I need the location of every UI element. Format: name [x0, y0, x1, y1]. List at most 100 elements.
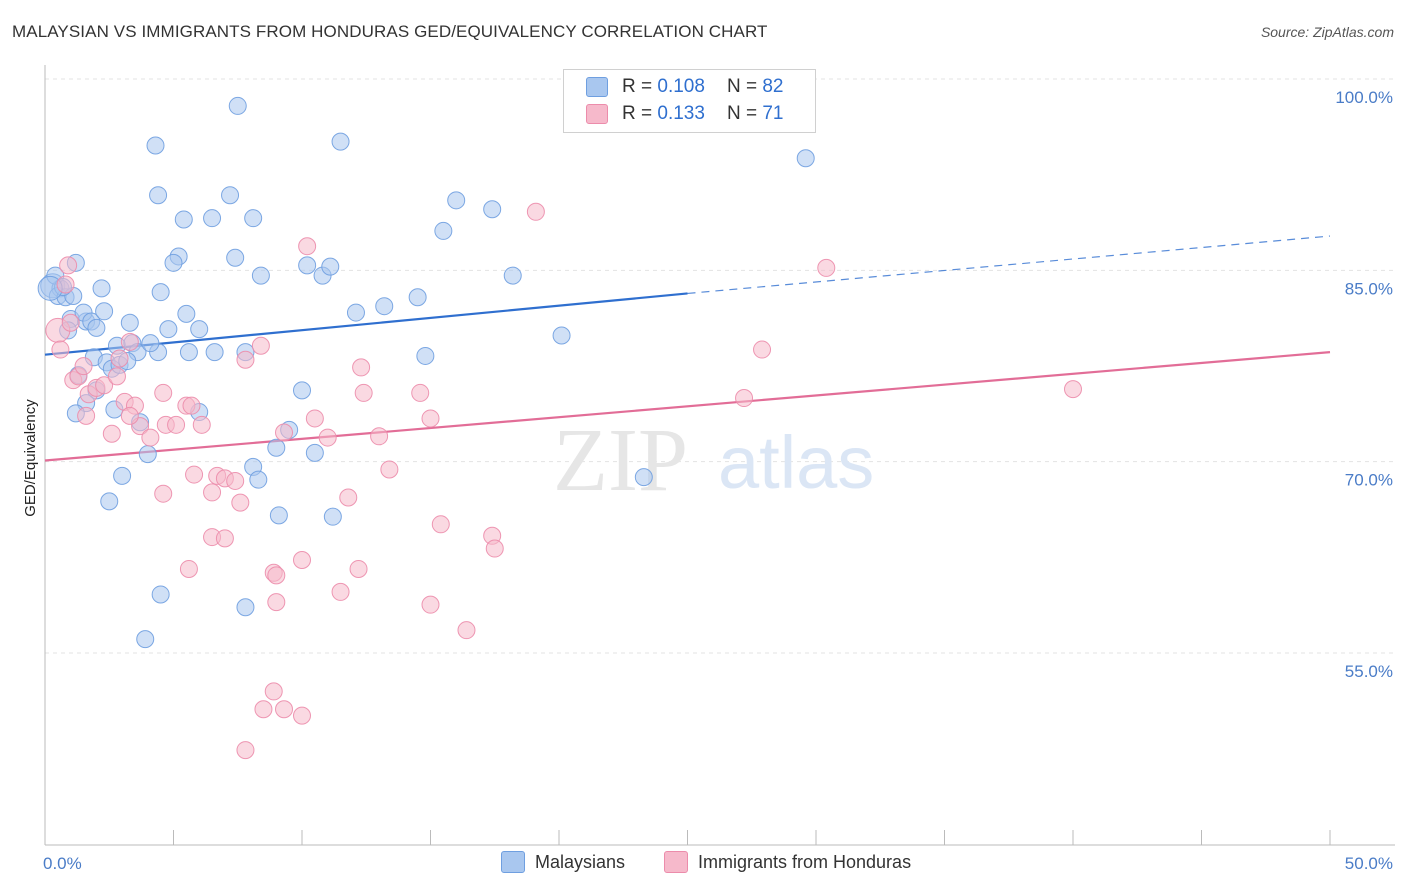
honduras-point [331, 582, 350, 601]
honduras-point [275, 423, 294, 442]
honduras-point [215, 529, 234, 548]
honduras-point [231, 493, 250, 512]
y-axis-label: GED/Equivalency [22, 399, 39, 517]
honduras-point [421, 595, 440, 614]
malaysians-point [408, 288, 427, 307]
malaysians-point [100, 492, 119, 511]
honduras-point [182, 396, 201, 415]
watermark-zip: ZIP [553, 411, 688, 510]
honduras-point [735, 389, 754, 408]
chart-source: Source: ZipAtlas.com [1260, 24, 1394, 40]
malaysians-point [552, 326, 571, 345]
malaysians-point [796, 149, 815, 168]
honduras-point [349, 559, 368, 578]
honduras-point [167, 415, 186, 434]
honduras-point [431, 515, 450, 534]
malaysians-point [375, 297, 394, 316]
honduras-point [110, 349, 129, 368]
honduras-point [120, 406, 139, 425]
honduras-point [318, 428, 337, 447]
honduras-point [526, 202, 545, 221]
malaysians-point [298, 256, 317, 275]
malaysians-point [92, 279, 111, 298]
honduras-point [77, 406, 96, 425]
watermark-atlas: atlas [718, 421, 874, 504]
honduras-point [236, 350, 255, 369]
honduras-point [817, 258, 836, 277]
honduras-point [102, 424, 121, 443]
x-tick-label: 50.0% [1345, 854, 1393, 873]
malaysians-point [249, 470, 268, 489]
n-label: N = [726, 76, 758, 97]
honduras-point [264, 682, 283, 701]
honduras-trend-line [44, 351, 1331, 462]
malaysians-point [226, 248, 245, 267]
legend-swatch-honduras [586, 104, 608, 124]
legend-item-malaysians: Malaysians [501, 851, 625, 873]
malaysians-point [177, 304, 196, 323]
honduras-point [457, 621, 476, 640]
honduras-point [254, 700, 273, 719]
honduras-point [339, 488, 358, 507]
honduras-point [267, 566, 286, 585]
honduras-point [154, 383, 173, 402]
malaysians-point [503, 266, 522, 285]
malaysians-point [120, 313, 139, 332]
malaysians-point [87, 318, 106, 337]
malaysians-point [138, 445, 157, 464]
data-points [37, 96, 1082, 760]
n-label: N = [726, 103, 758, 124]
legend-row-honduras: R = 0.133 N = 71 [586, 102, 783, 126]
honduras-point [192, 415, 211, 434]
legend-swatch-malaysians [586, 77, 608, 97]
malaysians-point [164, 253, 183, 272]
malaysians-point [321, 257, 340, 276]
malaysians-point [95, 302, 114, 321]
y-tick-label: 100.0% [1335, 88, 1393, 107]
malaysians-point [151, 585, 170, 604]
honduras-point [352, 358, 371, 377]
malaysians-point [346, 303, 365, 322]
honduras-point [293, 706, 311, 725]
x-tick-labels: 0.0% 50.0% [43, 854, 1393, 873]
malaysians-point [244, 209, 263, 228]
malaysians-point [146, 136, 165, 155]
honduras-point [753, 340, 772, 359]
malaysians-point [634, 468, 653, 487]
honduras-point [74, 357, 93, 376]
honduras-point [59, 256, 78, 275]
honduras-point [267, 593, 286, 612]
malaysians-point [179, 343, 198, 362]
legend-label-malaysians: Malaysians [535, 851, 626, 872]
malaysians-point [228, 96, 247, 115]
malaysians-point [416, 346, 435, 365]
honduras-point [275, 700, 294, 719]
watermark: ZIP atlas [553, 411, 874, 510]
malaysians-point [149, 186, 168, 205]
malaysians-point [159, 320, 178, 339]
honduras-point [298, 237, 317, 256]
honduras-point [370, 427, 389, 446]
honduras-point [305, 409, 324, 428]
malaysians-point [174, 210, 193, 229]
malaysians-point [136, 630, 155, 649]
honduras-point [203, 483, 222, 502]
honduras-point [485, 539, 504, 558]
honduras-point [185, 465, 204, 484]
honduras-point [380, 460, 399, 479]
malaysians-trend-extension [687, 235, 1331, 295]
r-value: 0.108 [657, 76, 705, 97]
honduras-point [421, 409, 440, 428]
malaysians-point [434, 221, 453, 240]
malaysians-point [305, 443, 324, 462]
legend-label-honduras: Immigrants from Honduras [698, 851, 912, 872]
y-tick-label: 70.0% [1345, 471, 1393, 490]
honduras-point [1064, 380, 1082, 399]
legend-swatch-malaysians [501, 851, 525, 873]
malaysians-point [331, 132, 350, 151]
n-value: 71 [762, 103, 784, 124]
malaysians-point [113, 466, 132, 485]
correlation-legend: R = 0.108 N = 82 R = 0.133 N = 71 [563, 69, 816, 133]
legend-swatch-honduras [664, 851, 688, 873]
malaysians-point [205, 343, 224, 362]
